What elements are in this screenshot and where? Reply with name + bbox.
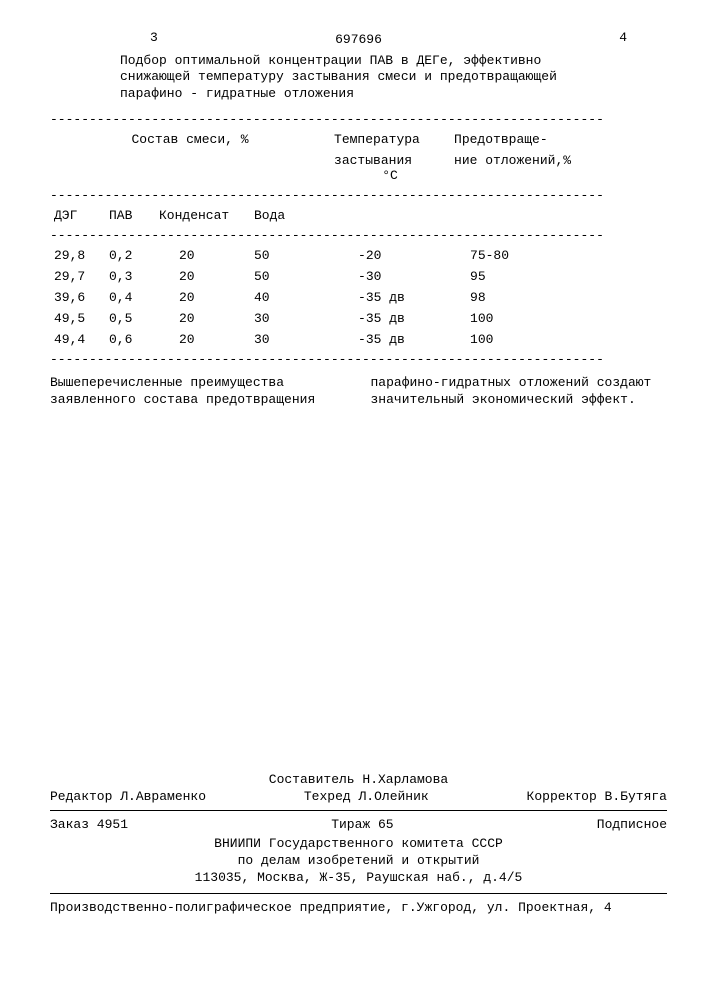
cell-deg: 39,6: [50, 287, 105, 308]
col-temp-l3: °С: [334, 168, 446, 183]
cell-deg: 49,5: [50, 308, 105, 329]
cell-prev: 75-80: [450, 245, 667, 266]
table-row: 39,6 0,4 20 40 -35 дв 98: [50, 287, 667, 308]
cell-pav: 0,5: [105, 308, 155, 329]
cell-prev: 100: [450, 329, 667, 350]
col-temp: Температура: [330, 129, 450, 150]
caption-line: снижающей температуру застывания смеси и…: [120, 69, 667, 85]
cell-deg: 29,7: [50, 266, 105, 287]
imprint-footer: Составитель Н.Харламова Редактор Л.Аврам…: [50, 770, 667, 915]
divider: [50, 810, 667, 811]
org-address: 113035, Москва, Ж-35, Раушская наб., д.4…: [50, 870, 667, 887]
conclusion-paragraph: Вышеперечисленные преимущества заявленно…: [50, 375, 667, 409]
org-line: по делам изобретений и открытий: [50, 853, 667, 870]
cell-deg: 49,4: [50, 329, 105, 350]
table-row: 29,7 0,3 20 50 -30 95: [50, 266, 667, 287]
table-caption: Подбор оптимальной концентрации ПАВ в ДЕ…: [120, 53, 667, 102]
col-temp-l1: Температура: [334, 132, 446, 147]
cell-pav: 0,2: [105, 245, 155, 266]
cell-deg: 29,8: [50, 245, 105, 266]
cell-temp: -20: [330, 245, 450, 266]
table-rule: ----------------------------------------…: [50, 112, 667, 127]
cell-cond: 20: [155, 308, 250, 329]
para-right-col: парафино-гидратных отложений создают зна…: [371, 375, 668, 409]
cell-pav: 0,3: [105, 266, 155, 287]
table-row: 49,4 0,6 20 30 -35 дв 100: [50, 329, 667, 350]
cell-temp: -35 дв: [330, 329, 450, 350]
subcol-deg: ДЭГ: [50, 205, 105, 226]
cell-water: 50: [250, 245, 330, 266]
order-number: Заказ 4951: [50, 817, 128, 832]
col-group-composition: Состав смеси, %: [50, 129, 330, 150]
cell-pav: 0,6: [105, 329, 155, 350]
col-prev-l1: Предотвраще-: [454, 132, 663, 147]
subcol-pav: ПАВ: [105, 205, 155, 226]
col-prev-l2: ние отложений,%: [454, 153, 663, 168]
caption-line: парафино - гидратные отложения: [120, 86, 667, 102]
cell-prev: 98: [450, 287, 667, 308]
org-line: ВНИИПИ Государственного комитета СССР: [50, 836, 667, 853]
cell-cond: 20: [155, 245, 250, 266]
cell-prev: 100: [450, 308, 667, 329]
cell-temp: -35 дв: [330, 308, 450, 329]
cell-cond: 20: [155, 287, 250, 308]
cell-temp: -30: [330, 266, 450, 287]
compiler: Составитель Н.Харламова: [269, 772, 448, 787]
page-num-right: 4: [619, 30, 627, 45]
divider: [50, 893, 667, 894]
cell-temp: -35 дв: [330, 287, 450, 308]
techred: Техред Л.Олейник: [304, 789, 429, 804]
cell-prev: 95: [450, 266, 667, 287]
table-rule: ----------------------------------------…: [50, 188, 667, 203]
cell-water: 30: [250, 329, 330, 350]
cell-water: 50: [250, 266, 330, 287]
patent-number: 697696: [50, 32, 667, 47]
cell-water: 30: [250, 308, 330, 329]
editor: Редактор Л.Авраменко: [50, 789, 206, 804]
table-rule: ----------------------------------------…: [50, 352, 667, 367]
data-table: Состав смеси, % Температура Предотвраще-…: [50, 129, 667, 350]
cell-pav: 0,4: [105, 287, 155, 308]
col-prevention: Предотвраще-: [450, 129, 667, 150]
caption-line: Подбор оптимальной концентрации ПАВ в ДЕ…: [120, 53, 667, 69]
table-rule: ----------------------------------------…: [50, 228, 667, 243]
podpisnoe: Подписное: [597, 817, 667, 832]
corrector: Корректор В.Бутяга: [527, 789, 667, 804]
col-temp-l2: застывания: [334, 153, 446, 168]
cell-cond: 20: [155, 266, 250, 287]
page-num-left: 3: [150, 30, 158, 45]
cell-water: 40: [250, 287, 330, 308]
subcol-condensate: Конденсат: [155, 205, 250, 226]
cell-cond: 20: [155, 329, 250, 350]
table-row: 29,8 0,2 20 50 -20 75-80: [50, 245, 667, 266]
subcol-water: Вода: [250, 205, 330, 226]
table-row: 49,5 0,5 20 30 -35 дв 100: [50, 308, 667, 329]
para-left-col: Вышеперечисленные преимущества заявленно…: [50, 375, 347, 409]
tirazh: Тираж 65: [331, 817, 393, 832]
printer-line: Производственно-полиграфическое предприя…: [50, 900, 667, 915]
